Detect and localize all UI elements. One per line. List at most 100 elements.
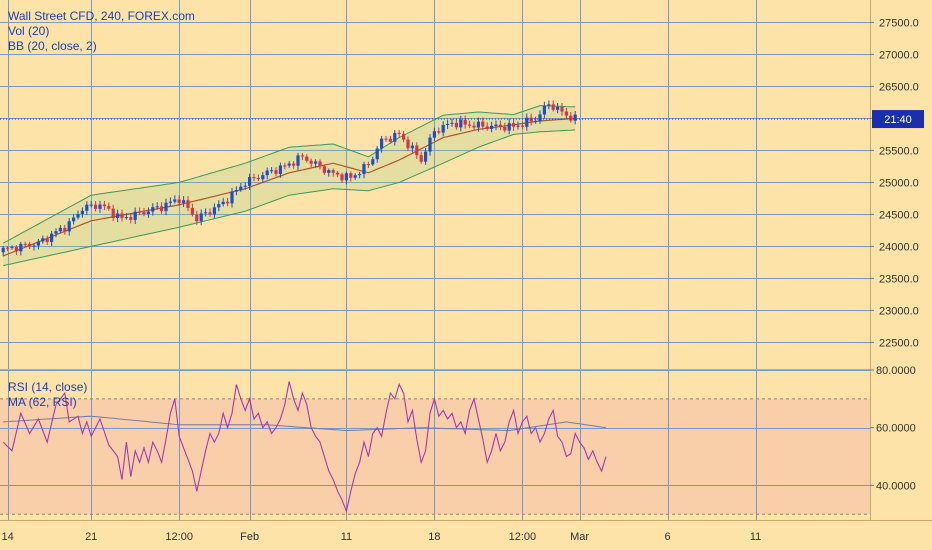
candle-body [388,138,392,142]
candle-body [120,213,124,219]
candle-body [138,211,142,213]
bollinger-legend[interactable]: BB (20, close, 2) [8,39,97,53]
candle-body [520,125,524,127]
candle-body [50,233,54,242]
candle-body [481,121,485,127]
candle-body [516,125,520,127]
candle-body [340,174,344,181]
candle-body [80,210,84,214]
candle-body [36,241,40,246]
candle-body [256,177,260,180]
candle-body [446,123,450,125]
candle-body [173,199,177,202]
candle-body [98,204,102,209]
candle-body [384,138,388,140]
candle-body [322,166,326,173]
time-tick-label: 11 [750,531,761,543]
candle-body [556,106,560,110]
bollinger-upper [2,105,576,244]
candle-body [133,211,137,220]
candle-body [327,170,331,173]
candle-body [525,117,529,127]
candle-body [265,170,269,176]
volume-legend[interactable]: Vol (20) [8,24,50,38]
candle-body [428,137,432,152]
candle-body [243,185,247,187]
time-tick-label: 12:00 [509,531,537,543]
candle-body [111,208,115,218]
bollinger-fill [3,105,576,266]
candle-body [494,124,498,126]
candle-body [155,206,159,208]
candle-body [177,199,181,203]
candle-body [226,201,230,204]
candle-body [454,122,458,128]
candle-body [349,173,353,178]
candle-body [124,217,128,219]
candle-body [547,104,551,106]
candle-body [485,126,489,129]
rsi-tick-label: 60.0000 [876,423,916,435]
candle-body [366,164,370,166]
candle-body [419,155,423,162]
candle-body [309,160,313,164]
price-tick-label: 23000.0 [879,305,919,317]
rsi-ma-legend[interactable]: MA (62, RSI) [8,395,77,409]
symbol-legend[interactable]: Wall Street CFD, 240, FOREX.com [8,9,195,23]
candle-body [476,121,480,128]
candle-body [450,122,454,124]
candle-body [239,186,243,191]
candle-body [14,247,18,252]
time-tick-label: 14 [1,531,13,543]
candle-body [573,114,577,121]
candle-body [472,125,476,128]
candle-body [67,221,71,232]
candle-body [107,206,111,209]
candle-body [296,155,300,166]
candle-body [72,217,76,222]
time-tick-label: 21 [85,531,97,543]
candle-body [542,105,546,115]
candle-body [6,247,10,249]
price-pane-legend: Wall Street CFD, 240, FOREX.com Vol (20)… [8,9,195,54]
candle-body [23,243,27,245]
last-price-badge [872,110,924,129]
candle-body [564,111,568,116]
grid-lines [0,0,870,520]
candle-body [19,243,23,252]
candle-body [402,133,406,140]
candle-body [182,200,186,203]
candle-body [331,170,335,173]
price-tick-label: 23500.0 [879,273,919,285]
candle-body [212,207,216,215]
candle-body [164,202,168,212]
candle-body [146,211,150,215]
candle-body [538,114,542,121]
candle-body [208,212,212,215]
time-tick-label: 18 [428,531,440,543]
candle-body [503,126,507,131]
rsi-tick-label: 40.0000 [876,480,916,492]
candle-body [415,145,419,156]
time-tick-label: Mar [570,531,589,543]
candle-body [432,131,436,138]
rsi-legend[interactable]: RSI (14, close) [8,380,88,394]
candle-body [410,145,414,149]
candle-body [221,201,225,205]
candle-body [45,238,49,242]
candle-body [569,115,573,121]
candle-body [168,201,172,203]
price-tick-label: 22500.0 [879,337,919,349]
price-tick-label: 24500.0 [879,209,919,221]
price-tick-label: 27500.0 [879,17,919,29]
candle-body [204,212,208,214]
candle-body [129,217,133,220]
candle-body [441,124,445,133]
candle-body [375,148,379,160]
candle-body [102,204,106,207]
candle-body [459,119,463,128]
last-price-label: 21:40 [884,114,912,126]
candle-body [292,163,296,166]
candle-body [261,175,265,180]
